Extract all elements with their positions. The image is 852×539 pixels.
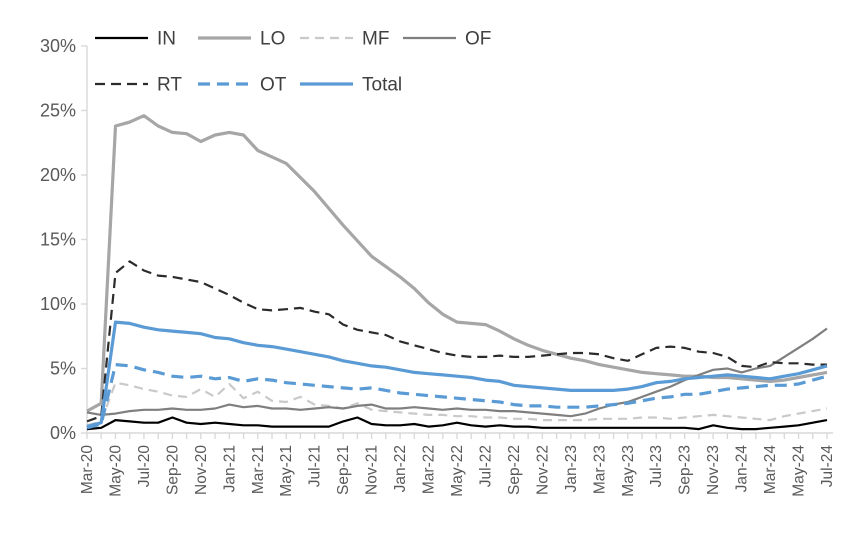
series-line-ot [86,363,828,430]
y-tick-label: 0% [50,423,76,443]
legend-label-ot: OT [260,75,287,96]
legend-label-lo: LO [260,29,285,50]
y-tick-label: 25% [40,101,76,121]
y-tick-label: 15% [40,230,76,250]
x-tick-label: Mar-21 [250,445,267,494]
x-tick-label: Sep-20 [164,445,181,495]
series-line-rt [86,260,827,423]
x-tick-label: Nov-21 [364,445,381,495]
series-line-of [86,327,828,418]
x-tick-label: Nov-20 [193,445,210,495]
x-tick-label: Jul-23 [648,445,665,487]
x-tick-label: Mar-24 [762,445,779,494]
x-tick-label: Sep-21 [335,445,352,495]
y-tick-label: 30% [40,36,76,56]
y-tick-label: 20% [40,165,76,185]
x-tick-label: May-20 [107,445,124,497]
x-tick-label: Jan-23 [563,445,580,492]
x-tick-label: Sep-23 [677,445,694,495]
legend-label-of: OF [465,29,491,50]
legend-label-rt: RT [157,75,182,96]
x-tick-label: Jul-22 [477,445,494,487]
x-tick-label: Mar-23 [591,445,608,494]
x-tick-label: Nov-22 [534,445,551,495]
x-tick-label: May-21 [278,445,295,497]
x-tick-label: Sep-22 [506,445,523,495]
series-line-mf [86,381,828,427]
x-tick-label: Jul-21 [307,445,324,487]
series-line-total [86,320,828,429]
x-tick-label: Jul-20 [136,445,153,488]
x-tick-label: May-23 [620,445,637,497]
x-tick-label: Jan-24 [734,445,751,493]
x-tick-label: Mar-22 [421,445,438,494]
x-tick-label: Jan-22 [392,445,409,492]
y-tick-label: 10% [40,294,76,314]
x-tick-label: Mar-20 [79,445,96,494]
x-tick-label: Jul-24 [819,445,836,488]
x-tick-label: Nov-23 [705,445,722,495]
x-tick-label: May-24 [791,445,808,497]
legend-label-mf: MF [362,29,389,50]
series-line-lo [86,114,828,413]
legend-label-total: Total [362,75,402,96]
y-tick-label: 5% [50,359,76,379]
x-tick-label: Jan-21 [221,445,238,492]
series-line-in [86,416,828,431]
x-tick-label: May-22 [449,445,466,497]
legend-label-in: IN [157,29,176,50]
